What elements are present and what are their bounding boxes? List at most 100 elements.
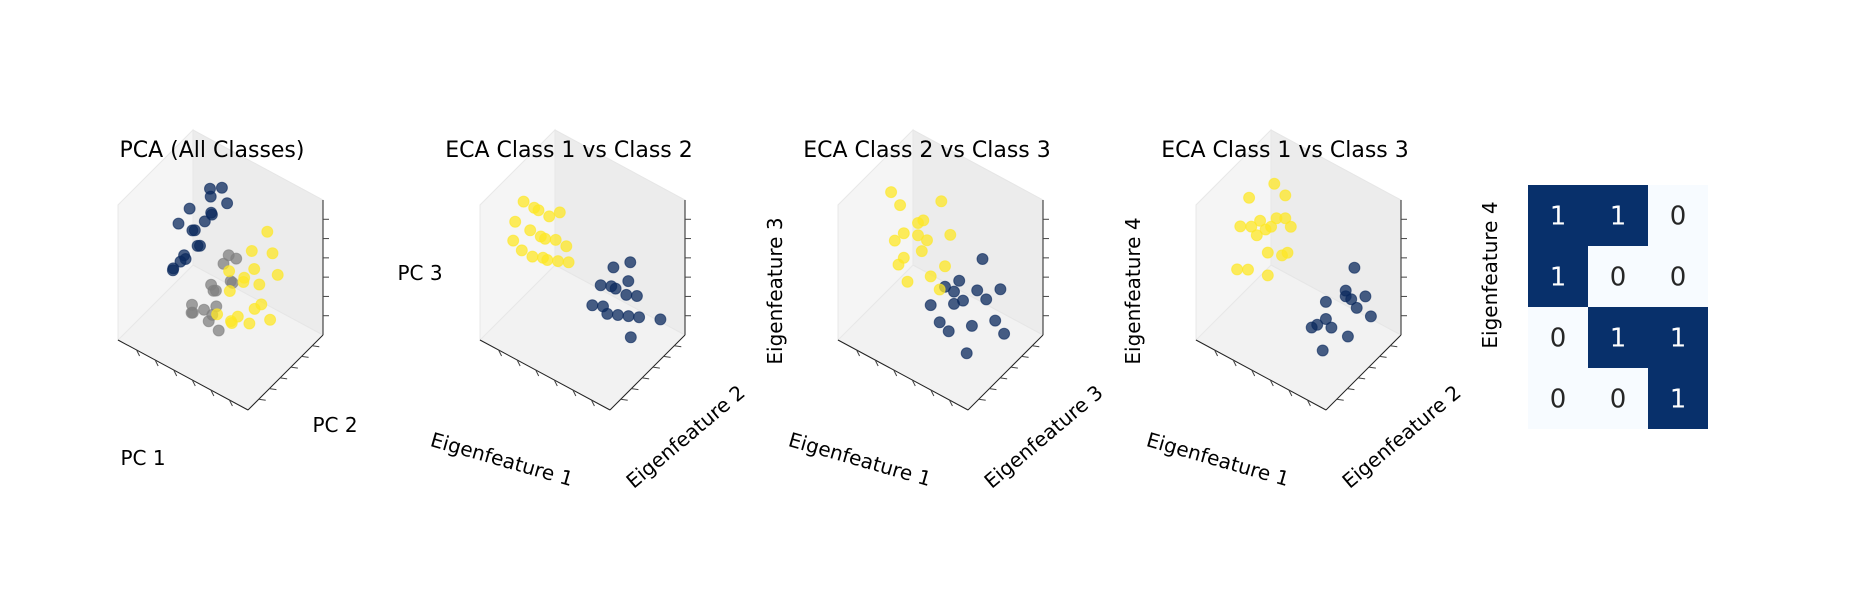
scatter-point	[939, 260, 951, 273]
scatter-point	[912, 217, 924, 229]
scatter-point	[912, 229, 924, 242]
scatter-point	[1348, 261, 1361, 274]
scatter-point	[965, 319, 978, 332]
y-axis-label: Eigenfeature 2	[1337, 380, 1465, 493]
scatter-point	[620, 288, 633, 301]
x-tick	[911, 379, 916, 387]
scatter-point	[971, 284, 984, 297]
scatter-point	[953, 274, 966, 287]
scatter-point	[1279, 212, 1292, 225]
heatmap-cell	[1648, 246, 1708, 307]
heatmap-cell	[1648, 307, 1708, 368]
y-tick	[1347, 388, 1355, 391]
side-pane	[837, 128, 914, 342]
scatter-point	[960, 347, 973, 360]
scatter-point	[921, 234, 933, 247]
scatter-point	[543, 210, 556, 223]
z-axis-label: PC 3	[397, 261, 442, 285]
side-pane	[479, 128, 556, 342]
scatter-point	[553, 206, 566, 219]
panel-title: ECA Class 1 vs Class 2	[445, 138, 693, 163]
y-tick	[1379, 355, 1387, 358]
y-tick	[1032, 345, 1040, 348]
heatmap-cell-label: 0	[1610, 263, 1627, 293]
y-tick	[1358, 377, 1366, 380]
heatmap-cell	[1648, 185, 1708, 246]
heatmap-cell	[1588, 246, 1648, 307]
eca-1v3-3d-scatter-panel: ECA Class 1 vs Class 3 Eigenfeature 4 Ei…	[1121, 128, 1466, 493]
x-tick	[1288, 389, 1293, 397]
scatter-point	[204, 190, 217, 203]
y-axis-line	[1325, 334, 1402, 411]
x-tick	[191, 379, 196, 387]
scatter-point	[1325, 321, 1338, 334]
x-tick	[590, 399, 595, 407]
scatter-point	[1359, 290, 1372, 303]
heatmap-cell	[1588, 185, 1648, 246]
scatter-point	[622, 275, 635, 288]
side-pane	[1195, 128, 1272, 342]
scatter-point	[1284, 220, 1297, 233]
y-tick	[269, 388, 277, 391]
scatter-point	[622, 310, 635, 323]
y-axis-label: Eigenfeature 3	[979, 380, 1107, 493]
y-tick	[1368, 366, 1376, 369]
scatter-point	[607, 261, 620, 274]
heatmap-cell	[1588, 307, 1648, 368]
scatter-point	[1250, 229, 1263, 242]
x-tick	[1269, 379, 1274, 387]
x-tick	[1214, 349, 1219, 357]
scatter-point	[630, 290, 643, 302]
y-axis-label: PC 2	[312, 413, 357, 437]
panel-title: ECA Class 1 vs Class 3	[1161, 138, 1409, 163]
axes-box	[1195, 128, 1407, 411]
y-tick	[989, 388, 997, 391]
heatmap-cell	[1528, 368, 1588, 429]
scatter-point	[1319, 313, 1332, 325]
x-tick	[948, 399, 953, 407]
scatter-point	[237, 276, 250, 288]
y-tick	[631, 388, 639, 391]
scatter-point	[253, 278, 266, 291]
scatter-point	[924, 299, 937, 312]
scatter-point	[989, 314, 1002, 327]
scatter-point	[1364, 310, 1377, 323]
scatter-point	[654, 313, 667, 326]
scatter-point	[186, 298, 198, 311]
x-tick	[930, 389, 935, 397]
z-axis-label: Eigenfeature 4	[1121, 217, 1145, 364]
scatter-point	[271, 268, 284, 281]
scatter-point	[1316, 344, 1329, 357]
scatter-point	[976, 253, 989, 265]
scatter-point	[562, 256, 575, 269]
heatmap-cell	[1528, 307, 1588, 368]
scatter-point	[560, 240, 573, 253]
x-tick	[856, 349, 861, 357]
y-tick	[642, 377, 650, 380]
points-layer	[1231, 177, 1377, 357]
eigenfeature-heatmap-panel: Eigenfeature 4 1 1 0 1 0 0 0 1 1 0 0 1	[1478, 185, 1708, 429]
scatter-point	[888, 234, 901, 247]
scatter-point	[266, 247, 279, 260]
y-tick	[280, 377, 288, 380]
x-tick	[228, 399, 233, 407]
scatter-point	[1234, 220, 1247, 233]
scatter-point	[998, 327, 1011, 340]
x-tick	[173, 369, 178, 377]
scatter-point	[1265, 220, 1278, 233]
axes-box	[479, 128, 691, 411]
eca-2v3-3d-scatter-panel: ECA Class 2 vs Class 3 Eigenfeature 3 Ei…	[763, 128, 1108, 493]
x-tick	[210, 389, 215, 397]
y-tick	[1336, 398, 1344, 401]
scatter-point	[957, 294, 969, 307]
y-axis-line	[247, 334, 324, 411]
y-axis-line	[967, 334, 1044, 411]
scatter-point	[248, 263, 261, 275]
scatter-point	[633, 311, 646, 324]
heatmap-cell	[1528, 246, 1588, 307]
scatter-point	[894, 199, 907, 212]
axes-box	[837, 128, 1049, 411]
scatter-point	[1350, 301, 1363, 314]
heatmap-cell-label: 0	[1670, 263, 1687, 293]
